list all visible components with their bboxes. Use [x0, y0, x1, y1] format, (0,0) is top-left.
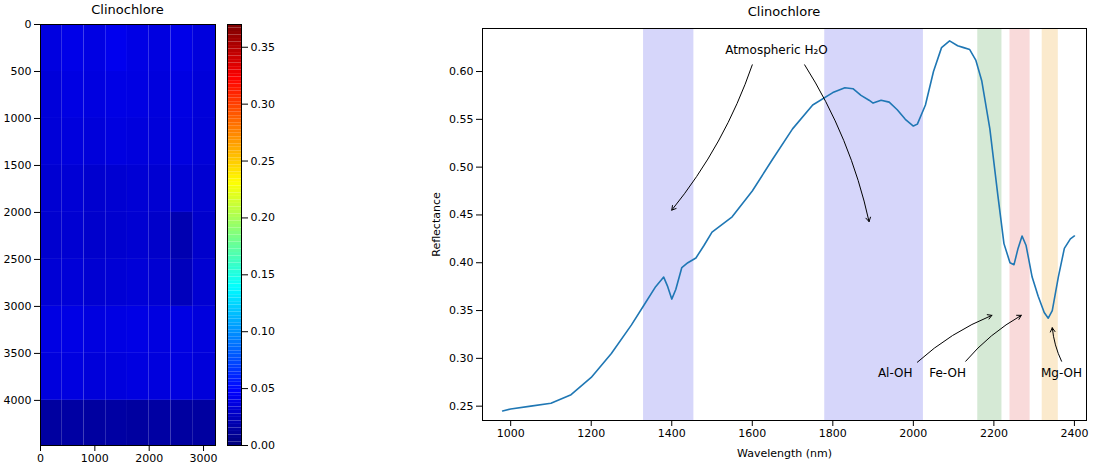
svg-text:1200: 1200 [577, 427, 605, 440]
svg-text:3500: 3500 [4, 347, 32, 360]
svg-text:2000: 2000 [135, 452, 163, 465]
html-text:Clinochlore: Clinochlore [747, 4, 821, 19]
svg-text:0.05: 0.05 [251, 382, 276, 395]
svg-text:3000: 3000 [4, 300, 32, 313]
svg-text:0.15: 0.15 [251, 268, 276, 281]
svg-text:Wavelength (nm): Wavelength (nm) [737, 447, 832, 460]
svg-text:Fe-OH: Fe-OH [929, 366, 966, 380]
svg-text:2000: 2000 [899, 427, 927, 440]
svg-text:2400: 2400 [1060, 427, 1088, 440]
svg-text:0.60: 0.60 [449, 65, 474, 78]
svg-text:0: 0 [37, 452, 44, 465]
svg-text:Mg-OH: Mg-OH [1041, 366, 1082, 380]
svg-text:2200: 2200 [980, 427, 1008, 440]
svg-text:4000: 4000 [4, 394, 32, 407]
svg-text:1800: 1800 [819, 427, 847, 440]
svg-text:Al-OH: Al-OH [878, 366, 913, 380]
svg-text:1000: 1000 [4, 112, 32, 125]
svg-text:0.00: 0.00 [251, 439, 276, 452]
svg-text:1600: 1600 [738, 427, 766, 440]
html-text:Clinochlore: Clinochlore [91, 2, 164, 17]
svg-text:0.45: 0.45 [449, 208, 474, 221]
svg-text:0.20: 0.20 [251, 211, 276, 224]
svg-text:0.25: 0.25 [251, 155, 276, 168]
svg-text:0.30: 0.30 [449, 352, 474, 365]
svg-text:0.25: 0.25 [449, 400, 474, 413]
svg-text:1000: 1000 [81, 452, 109, 465]
svg-text:2000: 2000 [4, 206, 32, 219]
svg-text:Reflectance: Reflectance [430, 192, 443, 257]
svg-text:2500: 2500 [4, 253, 32, 266]
svg-text:500: 500 [11, 65, 32, 78]
svg-text:0.35: 0.35 [251, 41, 276, 54]
svg-text:0.10: 0.10 [251, 325, 276, 338]
svg-text:1400: 1400 [658, 427, 686, 440]
svg-text:0.35: 0.35 [449, 304, 474, 317]
svg-text:0.55: 0.55 [449, 113, 474, 126]
svg-text:0.50: 0.50 [449, 161, 474, 174]
svg-text:1000: 1000 [497, 427, 525, 440]
svg-text:Atmospheric H₂O: Atmospheric H₂O [725, 43, 828, 57]
svg-text:3000: 3000 [190, 452, 218, 465]
svg-text:1500: 1500 [4, 159, 32, 172]
svg-text:0: 0 [25, 18, 32, 31]
svg-text:0.40: 0.40 [449, 256, 474, 269]
svg-text:0.30: 0.30 [251, 98, 276, 111]
